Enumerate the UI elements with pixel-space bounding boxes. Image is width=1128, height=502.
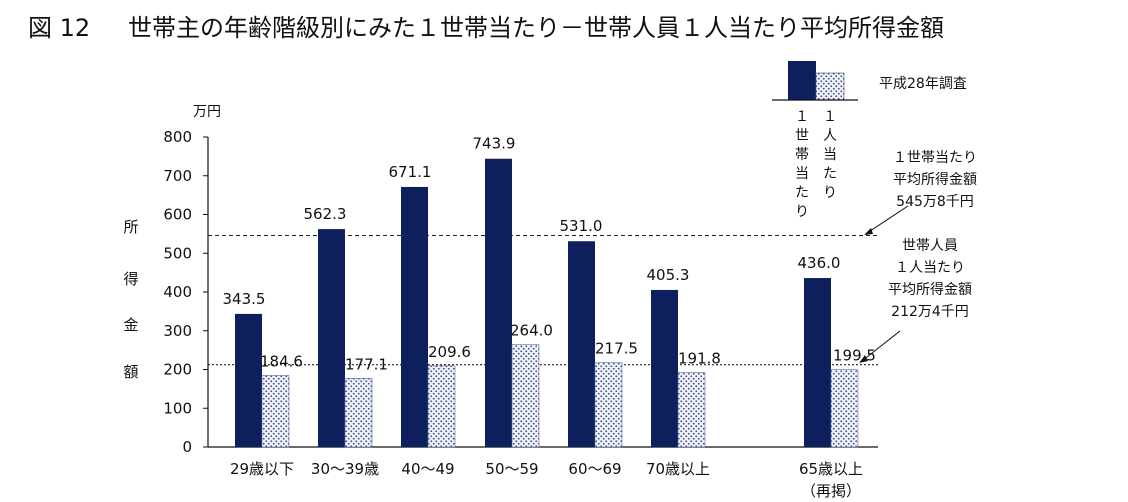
reference-lines <box>208 234 878 366</box>
y-tick-label: 0 <box>182 438 192 456</box>
data-label-per-person: 209.6 <box>428 343 471 361</box>
y-axis-label-char: 所 <box>123 218 138 236</box>
data-label-household: 343.5 <box>223 290 266 308</box>
arrow-line-household <box>866 205 909 234</box>
reference-label-household: 平均所得金額 <box>893 171 977 188</box>
category-label: 60～69 <box>568 460 621 478</box>
bars: 343.5 562.3 671.1 743.9 531.0 405.3 436.0 184.6… <box>223 135 876 448</box>
reference-label-per-person: 世帯人員 <box>902 238 958 254</box>
data-label-per-person: 191.8 <box>678 350 721 368</box>
category-label: 65歳以上 <box>799 460 863 478</box>
reference-line-labels: １世帯当たり平均所得金額545万8千円世帯人員１人当たり平均所得金額212万4千… <box>888 150 977 320</box>
reference-label-per-person: 平均所得金額 <box>888 281 972 298</box>
legend-title: 平成28年調査 <box>879 76 967 92</box>
chart-title: 世帯主の年齢階級別にみた１世帯当たり－世帯人員１人当たり平均所得金額 <box>128 14 944 42</box>
legend-label-per-person-char: り <box>823 185 837 201</box>
bar-household <box>401 186 428 448</box>
y-tick-label: 200 <box>163 361 192 379</box>
category-label: 70歳以上 <box>646 460 710 478</box>
data-label-household: 405.3 <box>647 266 690 284</box>
bar-household <box>235 313 262 447</box>
data-label-household: 531.0 <box>560 217 603 235</box>
legend-label-household-char: た <box>795 185 809 201</box>
y-axis-ticks: 0 100 200 300 400 500 600 700 800 <box>163 128 208 456</box>
bar-household <box>318 229 345 447</box>
y-tick-label: 800 <box>163 128 192 146</box>
annotation-arrows <box>859 205 909 363</box>
legend-label-household-char: り <box>795 204 809 220</box>
bar-household <box>485 158 512 447</box>
y-tick-label: 400 <box>163 283 192 301</box>
category-label: 40～49 <box>401 460 454 478</box>
bar-per-person <box>261 375 290 448</box>
bar-per-person <box>344 378 373 448</box>
legend-label-household-char: 当 <box>795 166 809 182</box>
legend-label-per-person-char: １ <box>823 109 837 125</box>
unit-label: 万円 <box>193 104 221 120</box>
bar-per-person <box>677 372 706 448</box>
data-label-per-person: 184.6 <box>260 352 303 370</box>
category-labels: 29歳以下 30～39歳 40～49 50～59 60～69 70歳以上 65歳以上 （再掲） <box>230 460 863 500</box>
y-axis-label: 所 得 金 額 <box>123 218 138 381</box>
bar-household <box>804 278 831 447</box>
data-label-per-person: 177.1 <box>345 355 388 373</box>
legend-label-household-char: １ <box>795 109 809 125</box>
legend-label-per-person-char: た <box>823 166 837 182</box>
category-label: 30～39歳 <box>311 460 379 478</box>
bar-per-person <box>594 362 623 448</box>
y-tick-label: 300 <box>163 322 192 340</box>
reference-label-per-person: 212万4千円 <box>891 304 969 320</box>
reference-label-per-person: １人当たり <box>895 260 965 276</box>
data-label-household: 562.3 <box>304 205 347 223</box>
data-label-household: 436.0 <box>798 254 841 272</box>
bar-household <box>568 241 595 447</box>
bar-household <box>651 289 678 447</box>
legend-swatch-household <box>788 61 816 100</box>
y-tick-label: 600 <box>163 206 192 224</box>
arrow-head-per-person <box>859 355 868 363</box>
figure-number: 図 12 <box>28 14 90 42</box>
category-sublabel: （再掲） <box>801 482 861 500</box>
data-label-per-person: 217.5 <box>595 340 638 358</box>
y-axis-label-char: 額 <box>123 363 138 381</box>
bar-per-person <box>830 369 859 448</box>
data-label-per-person: 264.0 <box>510 322 553 340</box>
data-label-household: 743.9 <box>473 135 516 153</box>
y-tick-label: 100 <box>163 399 192 417</box>
reference-label-household: 545万8千円 <box>896 194 974 210</box>
category-label: 50～59 <box>485 460 538 478</box>
legend-label-household-char: 世 <box>795 128 809 144</box>
data-label-household: 671.1 <box>389 163 432 181</box>
category-label: 29歳以下 <box>230 460 294 478</box>
y-tick-label: 500 <box>163 244 192 262</box>
y-axis-label-char: 得 <box>123 270 138 288</box>
legend-swatch-per-person <box>815 72 845 101</box>
bar-per-person <box>427 365 456 448</box>
reference-label-household: １世帯当たり <box>893 150 977 166</box>
y-tick-label: 700 <box>163 167 192 185</box>
bar-per-person <box>511 344 540 448</box>
arrow-head-household <box>864 228 873 235</box>
legend-label-per-person-char: 人 <box>823 128 837 144</box>
legend-label-per-person-char: 当 <box>823 147 837 163</box>
legend-label-household-char: 帯 <box>795 147 809 163</box>
arrow-line-per-person <box>861 330 901 362</box>
y-axis-label-char: 金 <box>123 316 138 334</box>
